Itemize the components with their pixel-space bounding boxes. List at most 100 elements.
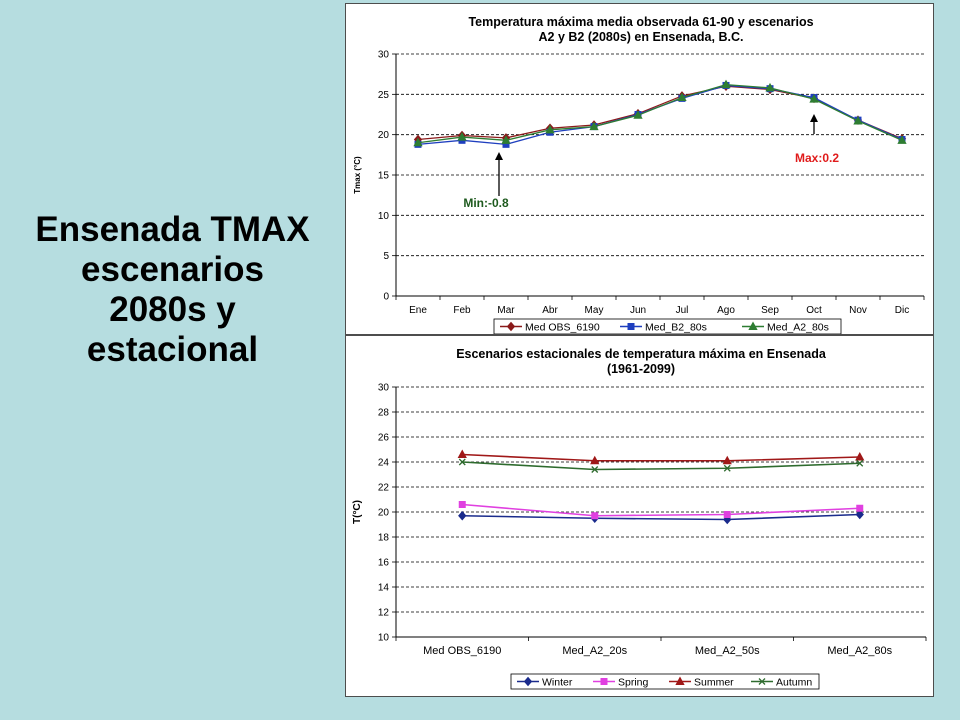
slide-title: Ensenada TMAX escenarios 2080s y estacio… xyxy=(35,210,310,369)
x-tick-label: Sep xyxy=(761,305,779,316)
data-point-Winter xyxy=(855,509,864,520)
series-line-Summer xyxy=(462,453,860,462)
annotation-arrow-head xyxy=(495,152,503,160)
data-point-Med_A2_80s xyxy=(765,82,775,92)
legend-item-Med_B2_80s: Med_B2_80s xyxy=(620,322,707,334)
y-tick-label: 15 xyxy=(378,171,390,182)
series-Winter xyxy=(458,509,864,525)
chart-title-line-1: Escenarios estacionales de temperatura m… xyxy=(456,347,827,361)
legend-label: Autumn xyxy=(776,677,812,689)
legend-item-Med OBS_6190: Med OBS_6190 xyxy=(500,322,600,334)
data-point-Spring xyxy=(723,511,731,518)
tmax-monthly-chart: Temperatura máxima media observada 61-90… xyxy=(345,3,934,335)
legend-item-Spring: Spring xyxy=(593,677,649,689)
data-point-Summer xyxy=(855,451,865,461)
x-tick-label: Oct xyxy=(806,305,822,316)
legend-label: Med OBS_6190 xyxy=(525,322,600,334)
y-tick-label: 30 xyxy=(378,383,390,394)
x-tick-label: Mar xyxy=(497,305,515,316)
y-tick-label: 10 xyxy=(378,211,390,222)
y-tick-label: 5 xyxy=(383,251,389,262)
x-tick-label: Abr xyxy=(542,305,558,316)
series-line-Winter xyxy=(462,513,860,521)
y-tick-label: 30 xyxy=(378,50,390,61)
series-line-Med_A2_80s xyxy=(417,83,903,144)
legend-swatch-marker xyxy=(748,321,758,330)
legend-label: Spring xyxy=(618,677,649,689)
series-line-Spring xyxy=(462,503,860,517)
data-point-Spring xyxy=(458,501,466,508)
legend-swatch-marker xyxy=(758,678,766,685)
y-tick-label: 0 xyxy=(383,292,389,303)
y-axis-label: T(°C) xyxy=(352,500,363,524)
y-tick-label: 12 xyxy=(378,608,390,619)
legend-item-Winter: Winter xyxy=(517,677,573,689)
data-point-Autumn xyxy=(591,466,599,473)
seasonal-scenarios-chart: Escenarios estacionales de temperatura m… xyxy=(345,335,934,697)
y-tick-label: 22 xyxy=(378,483,390,494)
chart-title-line-2: (1961-2099) xyxy=(607,362,675,376)
legend-swatch-marker xyxy=(506,321,516,332)
data-point-Med_A2_80s xyxy=(633,110,643,119)
legend-box xyxy=(510,673,820,690)
x-tick-label: Nov xyxy=(849,305,867,316)
legend: Winter Spring Summer Autumn xyxy=(510,673,820,690)
x-tick-label: Med_A2_80s xyxy=(827,645,892,657)
x-tick-label: Ago xyxy=(717,305,735,316)
legend-item-Autumn: Autumn xyxy=(751,677,812,689)
series-line-Autumn xyxy=(462,461,860,471)
x-tick-label: Med_A2_50s xyxy=(695,645,760,657)
data-point-Spring xyxy=(856,504,864,512)
y-tick-label: 14 xyxy=(378,583,390,594)
legend-item-Med_A2_80s: Med_A2_80s xyxy=(742,321,829,334)
data-point-Med_A2_80s xyxy=(457,132,467,141)
data-point-Med_A2_80s xyxy=(677,92,687,102)
x-tick-label: Med OBS_6190 xyxy=(423,645,501,657)
data-point-Med_A2_80s xyxy=(545,124,555,134)
data-point-Autumn xyxy=(856,459,864,467)
data-point-Summer xyxy=(457,449,467,458)
y-axis-label: Tmax (°C) xyxy=(353,156,362,194)
series-Med_B2_80s xyxy=(414,81,906,148)
seasonal-scenarios-chart-svg: Escenarios estacionales de temperatura m… xyxy=(352,347,927,690)
legend-swatch-marker xyxy=(675,676,685,685)
data-point-Autumn xyxy=(723,464,731,472)
x-tick-label: Med_A2_20s xyxy=(562,645,627,657)
legend-label: Winter xyxy=(542,677,573,689)
data-point-Med_A2_80s xyxy=(853,115,863,125)
tmax-monthly-chart-svg: Temperatura máxima media observada 61-90… xyxy=(353,15,925,334)
legend-box xyxy=(493,318,842,334)
series-line-Med_B2_80s xyxy=(417,84,903,146)
x-tick-label: Feb xyxy=(453,305,471,316)
chart-title-line-2: A2 y B2 (2080s) en Ensenada, B.C. xyxy=(539,30,744,44)
annotation-arrow-head xyxy=(810,114,818,122)
data-point-Summer xyxy=(590,455,600,465)
legend-swatch-marker xyxy=(600,678,608,685)
legend-item-Summer: Summer xyxy=(669,676,734,689)
data-point-Med_A2_80s xyxy=(897,135,907,144)
data-point-Med_A2_80s xyxy=(589,121,599,131)
data-point-Autumn xyxy=(458,458,466,466)
y-tick-label: 25 xyxy=(378,90,390,101)
annotation-max: Max:0.2 xyxy=(795,151,839,165)
x-tick-label: Jun xyxy=(630,305,646,316)
y-tick-label: 18 xyxy=(378,533,390,544)
data-point-Med_A2_80s xyxy=(501,135,511,144)
x-tick-label: Ene xyxy=(409,305,427,316)
legend-label: Med_A2_80s xyxy=(767,322,829,334)
series-Med_A2_80s xyxy=(413,79,907,147)
series-Autumn xyxy=(458,458,864,473)
x-tick-label: Jul xyxy=(676,305,689,316)
series-Spring xyxy=(458,501,864,520)
chart-title-line-1: Temperatura máxima media observada 61-90… xyxy=(468,15,813,29)
data-point-Summer xyxy=(722,455,732,465)
series-line-Med OBS_6190 xyxy=(417,85,903,141)
y-tick-label: 10 xyxy=(378,633,390,644)
y-tick-label: 16 xyxy=(378,558,390,569)
y-tick-label: 20 xyxy=(378,130,390,141)
legend-label: Med_B2_80s xyxy=(645,322,707,334)
data-point-Winter xyxy=(458,510,467,521)
data-point-Spring xyxy=(591,512,599,520)
x-tick-label: May xyxy=(585,305,604,316)
y-tick-label: 20 xyxy=(378,508,390,519)
